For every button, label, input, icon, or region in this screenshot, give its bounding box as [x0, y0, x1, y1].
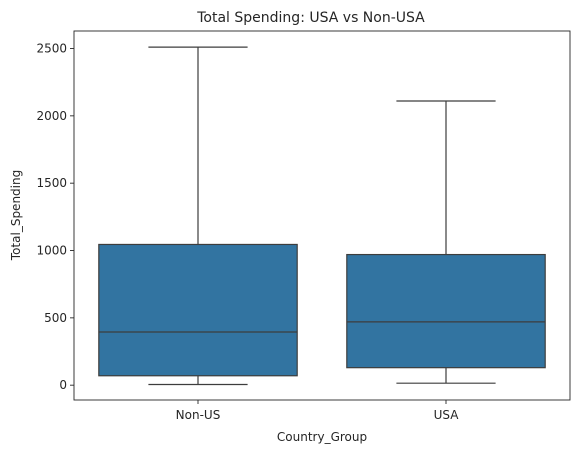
y-tick-label: 500	[44, 311, 67, 325]
box-non-us	[98, 46, 298, 386]
y-tick-label: 0	[59, 378, 67, 392]
x-axis-label: Country_Group	[277, 430, 367, 444]
y-tick-label: 2000	[36, 109, 67, 123]
plot-frame	[73, 30, 571, 401]
y-tick-label: 1000	[36, 244, 67, 258]
box-usa	[346, 100, 546, 384]
y-tick-label: 2500	[36, 42, 67, 56]
iqr-box	[98, 243, 298, 377]
x-tick-label: USA	[434, 408, 460, 422]
iqr-box	[346, 253, 546, 369]
y-tick-label: 1500	[36, 176, 67, 190]
chart-title: Total Spending: USA vs Non-USA	[196, 10, 425, 26]
x-axis: Non-US USA	[176, 400, 460, 422]
y-axis-label: Total_Spending	[9, 170, 23, 261]
x-tick-label: Non-US	[176, 408, 221, 422]
y-axis: 0 500 1000 1500 2000 2500	[36, 42, 74, 392]
plot-area	[98, 46, 546, 386]
